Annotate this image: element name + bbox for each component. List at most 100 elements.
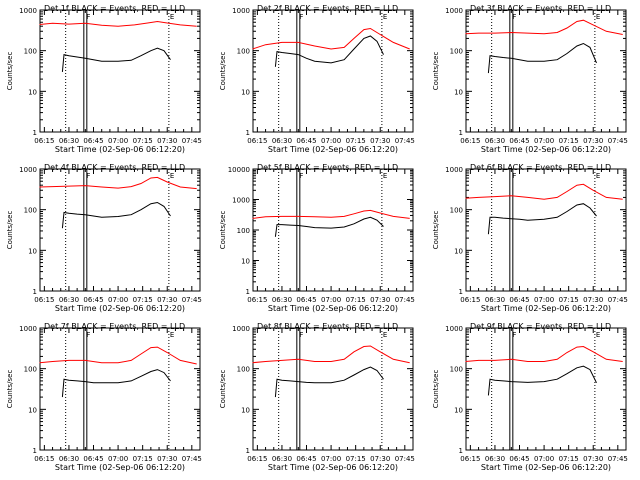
- lld-series-line: [252, 27, 410, 50]
- y-axis-label: Counts/sec: [219, 370, 227, 409]
- y-tick-label: 10: [454, 247, 463, 255]
- events-series-line: [274, 216, 384, 237]
- panel-det-7f: Det 7f BLACK = Events, RED = LLD Counts/s…: [6, 322, 202, 472]
- panel-det-5f: Det 5f BLACK = Events, RED = LLD Counts/s…: [219, 163, 415, 313]
- x-tick-label: 06:15: [34, 455, 54, 463]
- y-tick-label: 10: [241, 258, 250, 266]
- x-tick-label: 06:30: [485, 296, 505, 304]
- x-tick-label: 07:00: [534, 296, 554, 304]
- y-tick-label: 1: [246, 288, 250, 296]
- y-tick-label: 1000: [232, 7, 250, 15]
- marker-label-F: F: [299, 13, 303, 21]
- events-series-line: [487, 203, 597, 235]
- y-axis-label: Counts/sec: [432, 211, 440, 250]
- x-tick-label: 06:15: [247, 296, 267, 304]
- plot-frame: [39, 9, 201, 133]
- panel-det-1f: Det 1f BLACK = Events, RED = LLD Counts/s…: [6, 4, 202, 154]
- x-tick-label: 06:30: [59, 137, 79, 145]
- x-axis-label: Start Time (02-Sep-06 06:12:20): [268, 145, 398, 154]
- y-axis-label: Counts/sec: [432, 52, 440, 91]
- x-tick-label: 06:30: [59, 296, 79, 304]
- x-tick-label: 07:00: [321, 296, 341, 304]
- y-tick-label: 100: [24, 366, 37, 374]
- x-tick-label: 07:45: [182, 455, 202, 463]
- marker-label-E: E: [596, 331, 600, 339]
- lld-series-line: [252, 345, 410, 364]
- x-axis-label: Start Time (02-Sep-06 06:12:20): [481, 145, 611, 154]
- x-axis-label: Start Time (02-Sep-06 06:12:20): [268, 304, 398, 313]
- events-series-line: [61, 369, 171, 398]
- lld-series-line: [465, 183, 623, 200]
- marker-label-E: E: [596, 172, 600, 180]
- x-tick-label: 06:15: [460, 296, 480, 304]
- y-tick-label: 1000: [445, 325, 463, 333]
- marker-label-E: E: [383, 172, 387, 180]
- y-tick-label: 10000: [228, 166, 250, 174]
- x-axis-label: Start Time (02-Sep-06 06:12:20): [481, 304, 611, 313]
- x-tick-label: 07:00: [108, 137, 128, 145]
- lld-series-line: [39, 346, 197, 365]
- x-tick-label: 07:45: [182, 137, 202, 145]
- y-tick-label: 100: [24, 207, 37, 215]
- x-tick-label: 07:15: [133, 137, 153, 145]
- y-axis-label: Counts/sec: [6, 211, 14, 250]
- x-tick-label: 07:30: [583, 296, 603, 304]
- x-tick-label: 06:15: [460, 137, 480, 145]
- y-tick-label: 10: [454, 88, 463, 96]
- events-series-line: [61, 201, 171, 229]
- y-tick-label: 1: [246, 447, 250, 455]
- marker-label-F: F: [512, 13, 516, 21]
- x-tick-label: 06:15: [247, 455, 267, 463]
- y-tick-label: 100: [450, 48, 463, 56]
- events-series-line: [274, 35, 384, 67]
- marker-label-E: E: [596, 13, 600, 21]
- x-tick-label: 06:15: [247, 137, 267, 145]
- y-tick-label: 10: [241, 88, 250, 96]
- x-axis-label: Start Time (02-Sep-06 06:12:20): [55, 304, 185, 313]
- y-tick-label: 10: [454, 406, 463, 414]
- y-tick-label: 100: [24, 48, 37, 56]
- y-tick-label: 1: [246, 129, 250, 137]
- panel-title: Det 5f BLACK = Events, RED = LLD: [257, 163, 398, 172]
- x-tick-label: 07:00: [321, 137, 341, 145]
- x-tick-label: 06:45: [296, 455, 316, 463]
- x-tick-label: 07:15: [559, 296, 579, 304]
- x-tick-label: 07:45: [395, 137, 415, 145]
- x-tick-label: 06:45: [83, 455, 103, 463]
- y-tick-label: 100: [450, 207, 463, 215]
- plot-frame: [252, 168, 414, 292]
- panel-det-9f: Det 9f BLACK = Events, RED = LLD Counts/s…: [432, 322, 628, 472]
- lld-series-line: [39, 176, 197, 190]
- marker-label-E: E: [170, 13, 174, 21]
- events-series-line: [61, 47, 171, 72]
- y-tick-label: 1: [33, 129, 37, 137]
- marker-label-E: E: [383, 331, 387, 339]
- panel-det-4f: Det 4f BLACK = Events, RED = LLD Counts/s…: [6, 163, 202, 313]
- x-tick-label: 07:30: [583, 455, 603, 463]
- x-axis-label: Start Time (02-Sep-06 06:12:20): [55, 145, 185, 154]
- panel-title: Det 6f BLACK = Events, RED = LLD: [470, 163, 611, 172]
- x-tick-label: 07:45: [395, 455, 415, 463]
- y-tick-label: 10: [28, 247, 37, 255]
- plot-frame: [39, 327, 201, 451]
- events-series-line: [487, 365, 597, 396]
- x-tick-label: 06:15: [34, 137, 54, 145]
- panel-det-3f: Det 3f BLACK = Events, RED = LLD Counts/s…: [432, 4, 628, 154]
- x-axis-label: Start Time (02-Sep-06 06:12:20): [481, 463, 611, 472]
- marker-label-F: F: [512, 331, 516, 339]
- x-tick-label: 07:45: [608, 296, 628, 304]
- y-tick-label: 10: [241, 406, 250, 414]
- x-tick-label: 06:45: [509, 137, 529, 145]
- x-tick-label: 06:45: [83, 137, 103, 145]
- lld-series-line: [39, 20, 197, 27]
- x-tick-label: 06:30: [272, 296, 292, 304]
- y-tick-label: 1: [33, 447, 37, 455]
- plot-frame: [39, 168, 201, 292]
- marker-label-F: F: [299, 331, 303, 339]
- x-tick-label: 06:30: [485, 455, 505, 463]
- lld-series-line: [252, 209, 410, 219]
- x-axis-label: Start Time (02-Sep-06 06:12:20): [268, 463, 398, 472]
- plot-frame: [252, 327, 414, 451]
- lld-series-line: [465, 345, 623, 362]
